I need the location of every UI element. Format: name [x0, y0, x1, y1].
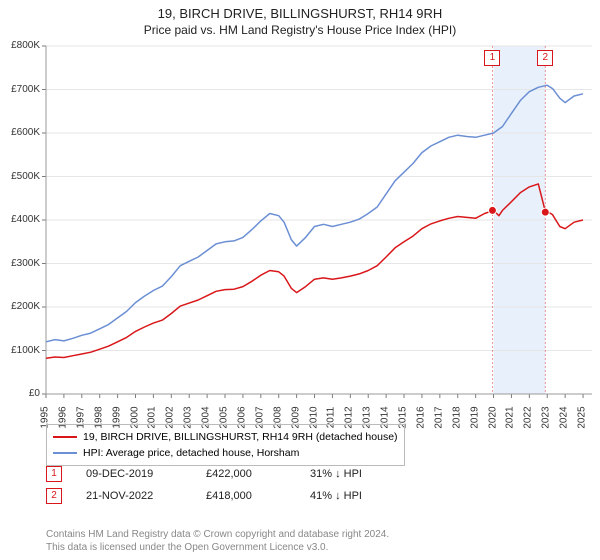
legend-item: HPI: Average price, detached house, Hors… — [53, 445, 398, 461]
y-tick-label: £500K — [0, 171, 40, 182]
x-tick-label: 2020 — [487, 406, 498, 428]
x-tick-label: 2019 — [469, 406, 480, 428]
y-tick-label: £100K — [0, 345, 40, 356]
y-tick-label: £200K — [0, 301, 40, 312]
sale-vs-hpi: 31% ↓ HPI — [310, 468, 362, 480]
sale-vs-hpi: 41% ↓ HPI — [310, 490, 362, 502]
legend-swatch — [53, 452, 77, 454]
footer-line: Contains HM Land Registry data © Crown c… — [46, 528, 389, 541]
sale-row: 1 09-DEC-2019 £422,000 31% ↓ HPI — [46, 466, 362, 482]
page-title: 19, BIRCH DRIVE, BILLINGSHURST, RH14 9RH — [0, 0, 600, 21]
page-subtitle: Price paid vs. HM Land Registry's House … — [0, 23, 600, 37]
sale-badge: 2 — [46, 488, 62, 504]
y-tick-label: £300K — [0, 258, 40, 269]
price-chart: £0£100K£200K£300K£400K£500K£600K£700K£80… — [46, 46, 592, 418]
sales-table: 1 09-DEC-2019 £422,000 31% ↓ HPI 2 21-NOV-202… — [46, 466, 362, 510]
y-tick-label: £0 — [0, 388, 40, 399]
x-tick-label: 2022 — [523, 406, 534, 428]
x-tick-label: 2017 — [433, 406, 444, 428]
sale-price: £418,000 — [206, 490, 286, 502]
x-tick-label: 2018 — [451, 406, 462, 428]
sale-marker-badge: 2 — [537, 50, 553, 66]
sale-date: 21-NOV-2022 — [86, 490, 182, 502]
y-tick-label: £800K — [0, 40, 40, 51]
sale-price: £422,000 — [206, 468, 286, 480]
x-tick-label: 2025 — [577, 406, 588, 428]
x-tick-label: 2016 — [416, 406, 427, 428]
legend-label: 19, BIRCH DRIVE, BILLINGSHURST, RH14 9RH… — [83, 429, 398, 445]
sale-marker-badge: 1 — [484, 50, 500, 66]
y-tick-label: £600K — [0, 127, 40, 138]
legend-swatch — [53, 436, 77, 438]
footer-attribution: Contains HM Land Registry data © Crown c… — [46, 528, 389, 554]
y-tick-label: £700K — [0, 84, 40, 95]
x-tick-label: 2023 — [541, 406, 552, 428]
x-tick-label: 2021 — [505, 406, 516, 428]
footer-line: This data is licensed under the Open Gov… — [46, 541, 389, 554]
sale-row: 2 21-NOV-2022 £418,000 41% ↓ HPI — [46, 488, 362, 504]
sale-date: 09-DEC-2019 — [86, 468, 182, 480]
legend-item: 19, BIRCH DRIVE, BILLINGSHURST, RH14 9RH… — [53, 429, 398, 445]
legend-box: 19, BIRCH DRIVE, BILLINGSHURST, RH14 9RH… — [46, 424, 405, 466]
sale-badge: 1 — [46, 466, 62, 482]
chart-svg — [46, 46, 592, 394]
x-tick-label: 2024 — [559, 406, 570, 428]
legend-label: HPI: Average price, detached house, Hors… — [83, 445, 299, 461]
y-tick-label: £400K — [0, 214, 40, 225]
